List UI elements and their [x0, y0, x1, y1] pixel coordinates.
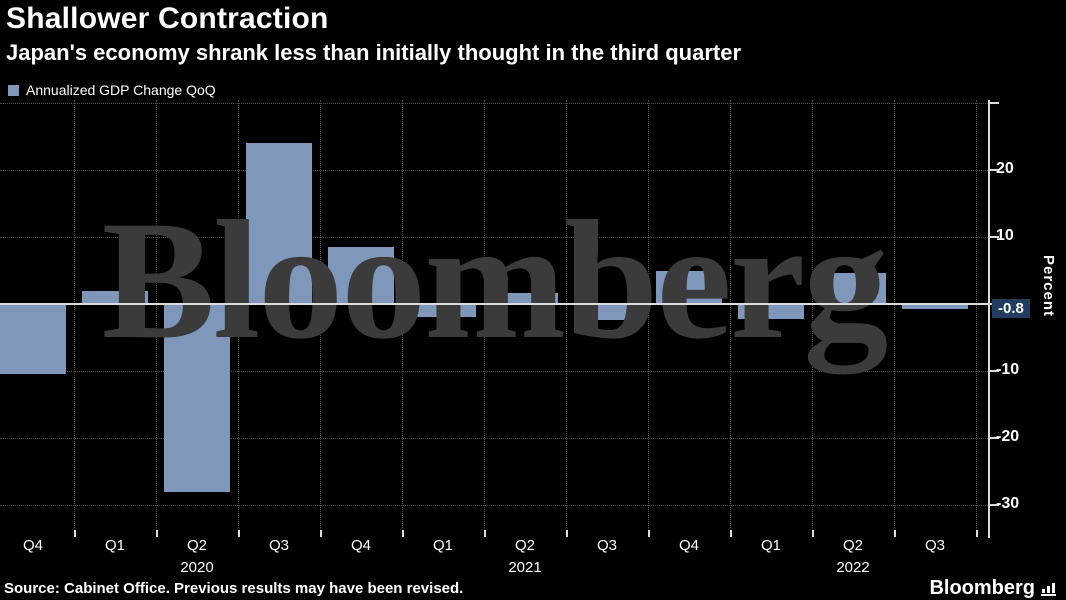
gdp-bar: [738, 304, 804, 319]
chart-title: Shallower Contraction: [6, 2, 329, 35]
gdp-bar: [492, 292, 558, 304]
x-axis-label: Q1: [760, 537, 781, 554]
v-gridline: [894, 100, 895, 530]
x-axis-tick: [484, 530, 486, 537]
plot-area: Bloomberg: [0, 100, 988, 530]
y-axis-label: 10: [996, 227, 1014, 244]
y-axis-tick: [988, 437, 999, 439]
v-gridline: [156, 100, 157, 530]
legend: Annualized GDP Change QoQ: [8, 82, 216, 98]
zero-line: [0, 303, 988, 305]
x-axis-tick: [320, 530, 322, 537]
y-axis-tick: [988, 102, 999, 104]
chart-subtitle: Japan's economy shrank less than initial…: [6, 40, 742, 65]
x-axis-label: Q3: [268, 537, 289, 554]
gdp-bar: [82, 290, 148, 304]
x-axis-label: Q1: [104, 537, 125, 554]
gdp-bar: [902, 304, 968, 310]
x-axis-tick: [566, 530, 568, 537]
v-gridline: [484, 100, 485, 530]
y-axis-label: -10: [996, 361, 1020, 378]
bloomberg-wordmark: Bloomberg: [929, 576, 1035, 599]
v-gridline: [648, 100, 649, 530]
h-gridline: [0, 237, 988, 238]
h-gridline: [0, 170, 988, 171]
v-gridline: [238, 100, 239, 530]
y-axis-label: -30: [996, 495, 1020, 512]
v-gridline: [74, 100, 75, 530]
y-axis-label: -20: [996, 428, 1020, 445]
bloomberg-logo-icon: [1041, 582, 1056, 596]
x-axis-tick: [238, 530, 240, 537]
x-axis-label: Q3: [924, 537, 945, 554]
x-axis-tick: [976, 530, 978, 537]
h-gridline: [0, 371, 988, 372]
x-axis-label: Q3: [596, 537, 617, 554]
gdp-bar: [164, 304, 230, 492]
x-axis-label: Q2: [842, 537, 863, 554]
current-value-label: -0.8: [992, 299, 1030, 318]
v-gridline: [812, 100, 813, 530]
x-axis-tick: [894, 530, 896, 537]
y-axis-tick: [988, 169, 999, 171]
gdp-bar: [0, 304, 66, 375]
x-axis-tick: [74, 530, 76, 537]
legend-swatch: [8, 84, 19, 96]
x-axis-tick: [648, 530, 650, 537]
bloomberg-watermark: Bloomberg: [101, 186, 889, 374]
x-axis-label: Q1: [432, 537, 453, 554]
v-gridline: [402, 100, 403, 530]
bloomberg-brand: Bloomberg: [929, 577, 1066, 600]
v-gridline: [976, 100, 977, 530]
x-axis-label: Q2: [514, 537, 535, 554]
x-axis-year-label: 2020: [180, 559, 214, 576]
x-axis: Q4 Q1 Q2 Q3 Q4 Q1 Q2 Q3 Q4 Q1 Q2 Q3 2020 2021 2022: [0, 530, 988, 580]
gdp-bar: [328, 247, 394, 304]
h-gridline: [0, 103, 988, 104]
y-axis-label: 20: [996, 160, 1014, 177]
x-axis-label: Q4: [678, 537, 699, 554]
footer: Source: Cabinet Office. Previous results…: [0, 576, 1066, 600]
gdp-bar: [246, 143, 312, 304]
y-axis-line: [988, 100, 990, 538]
x-axis-label: Q2: [186, 537, 207, 554]
gdp-bar: [656, 270, 722, 304]
gdp-bar: [410, 304, 476, 317]
h-gridline: [0, 438, 988, 439]
source-note: Source: Cabinet Office. Previous results…: [4, 579, 464, 597]
x-axis-label: Q4: [350, 537, 371, 554]
x-axis-year-label: 2021: [508, 559, 542, 576]
gdp-bar: [820, 272, 886, 304]
y-axis-tick: [988, 236, 999, 238]
x-axis-tick: [402, 530, 404, 537]
v-gridline: [566, 100, 567, 530]
x-axis-tick: [812, 530, 814, 537]
x-axis-year-label: 2022: [836, 559, 870, 576]
gdp-bar: [574, 304, 640, 321]
y-axis-tick: [988, 370, 999, 372]
x-axis-tick: [156, 530, 158, 537]
y-axis-tick: [988, 504, 999, 506]
legend-label: Annualized GDP Change QoQ: [26, 82, 216, 98]
x-axis-label: Q4: [22, 537, 43, 554]
y-axis-title: Percent: [1040, 255, 1057, 318]
h-gridline: [0, 505, 988, 506]
v-gridline: [320, 100, 321, 530]
x-axis-tick: [730, 530, 732, 537]
v-gridline: [730, 100, 731, 530]
